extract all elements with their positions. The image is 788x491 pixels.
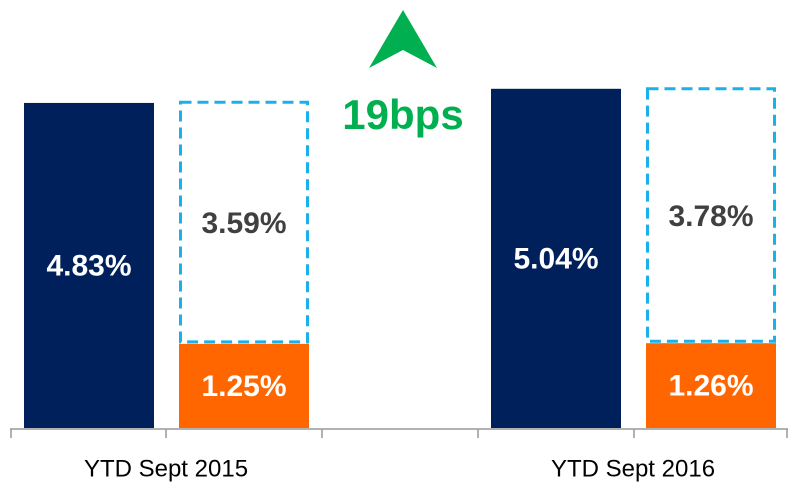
bar [24, 102, 154, 428]
x-axis-ticks [10, 429, 788, 438]
data-label: 4.83% [46, 249, 131, 282]
bar [179, 343, 309, 428]
data-label: 1.25% [201, 370, 286, 403]
x-tick-label: YTD Sept 2015 [84, 455, 248, 482]
bar [491, 88, 621, 429]
up-arrow [369, 10, 437, 68]
data-label: 5.04% [513, 242, 598, 275]
bar [646, 343, 776, 428]
x-tick-label: YTD Sept 2016 [551, 455, 715, 482]
bar-segment [179, 100, 309, 344]
data-label: 3.78% [668, 200, 753, 233]
data-label: 3.59% [201, 207, 286, 240]
data-label: 1.26% [668, 370, 753, 403]
annotation: 19bps [342, 91, 463, 138]
bar-segment [646, 87, 776, 343]
